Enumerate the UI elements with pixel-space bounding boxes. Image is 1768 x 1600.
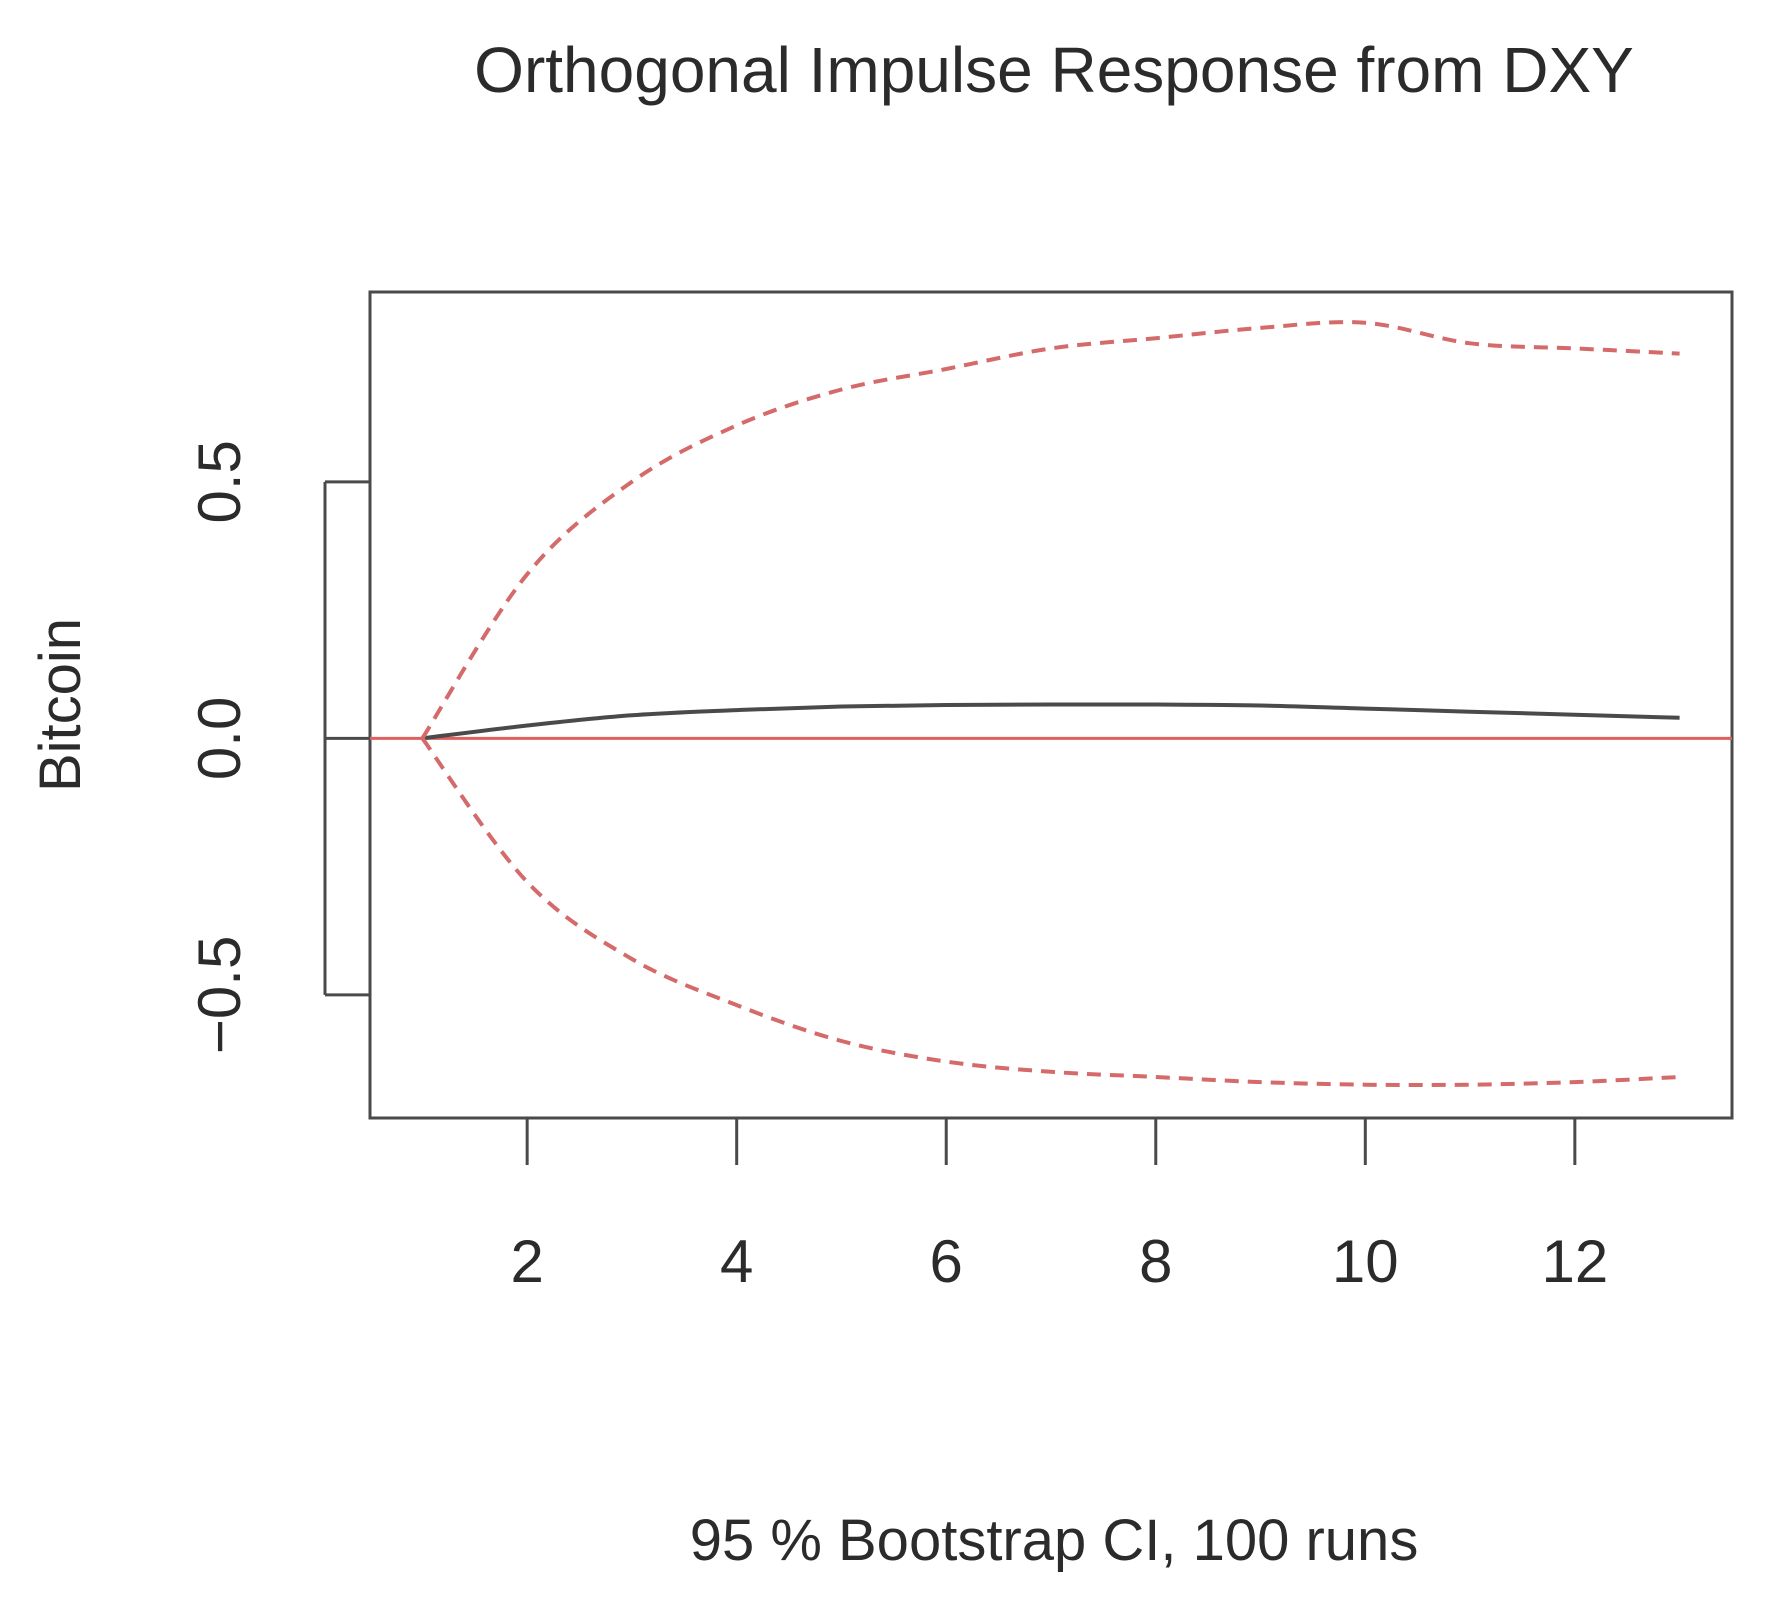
impulse-response-line: [422, 702, 1680, 741]
x-tick-label: 8: [1139, 1228, 1172, 1295]
y-axis: −0.5 0.0 0.5: [186, 440, 370, 1054]
x-tick-label: 2: [510, 1228, 543, 1295]
x-tick-label: 10: [1332, 1228, 1399, 1295]
y-tick-label: 0.5: [186, 440, 253, 523]
x-axis: 2 4 6 8 10 12: [510, 1116, 1608, 1295]
chart-title: Orthogonal Impulse Response from DXY: [474, 34, 1634, 106]
series-layer: [370, 320, 1732, 1087]
lower-ci-line: [420, 737, 1680, 1087]
y-tick-label: 0.0: [186, 697, 253, 780]
x-tick-label: 6: [930, 1228, 963, 1295]
x-tick-label: 4: [720, 1228, 753, 1295]
y-tick-label: −0.5: [186, 936, 253, 1054]
upper-ci-line: [420, 320, 1680, 740]
y-axis-title: Bitcoin: [28, 618, 93, 792]
x-axis-title: 95 % Bootstrap CI, 100 runs: [690, 1508, 1419, 1573]
x-tick-label: 12: [1541, 1228, 1608, 1295]
